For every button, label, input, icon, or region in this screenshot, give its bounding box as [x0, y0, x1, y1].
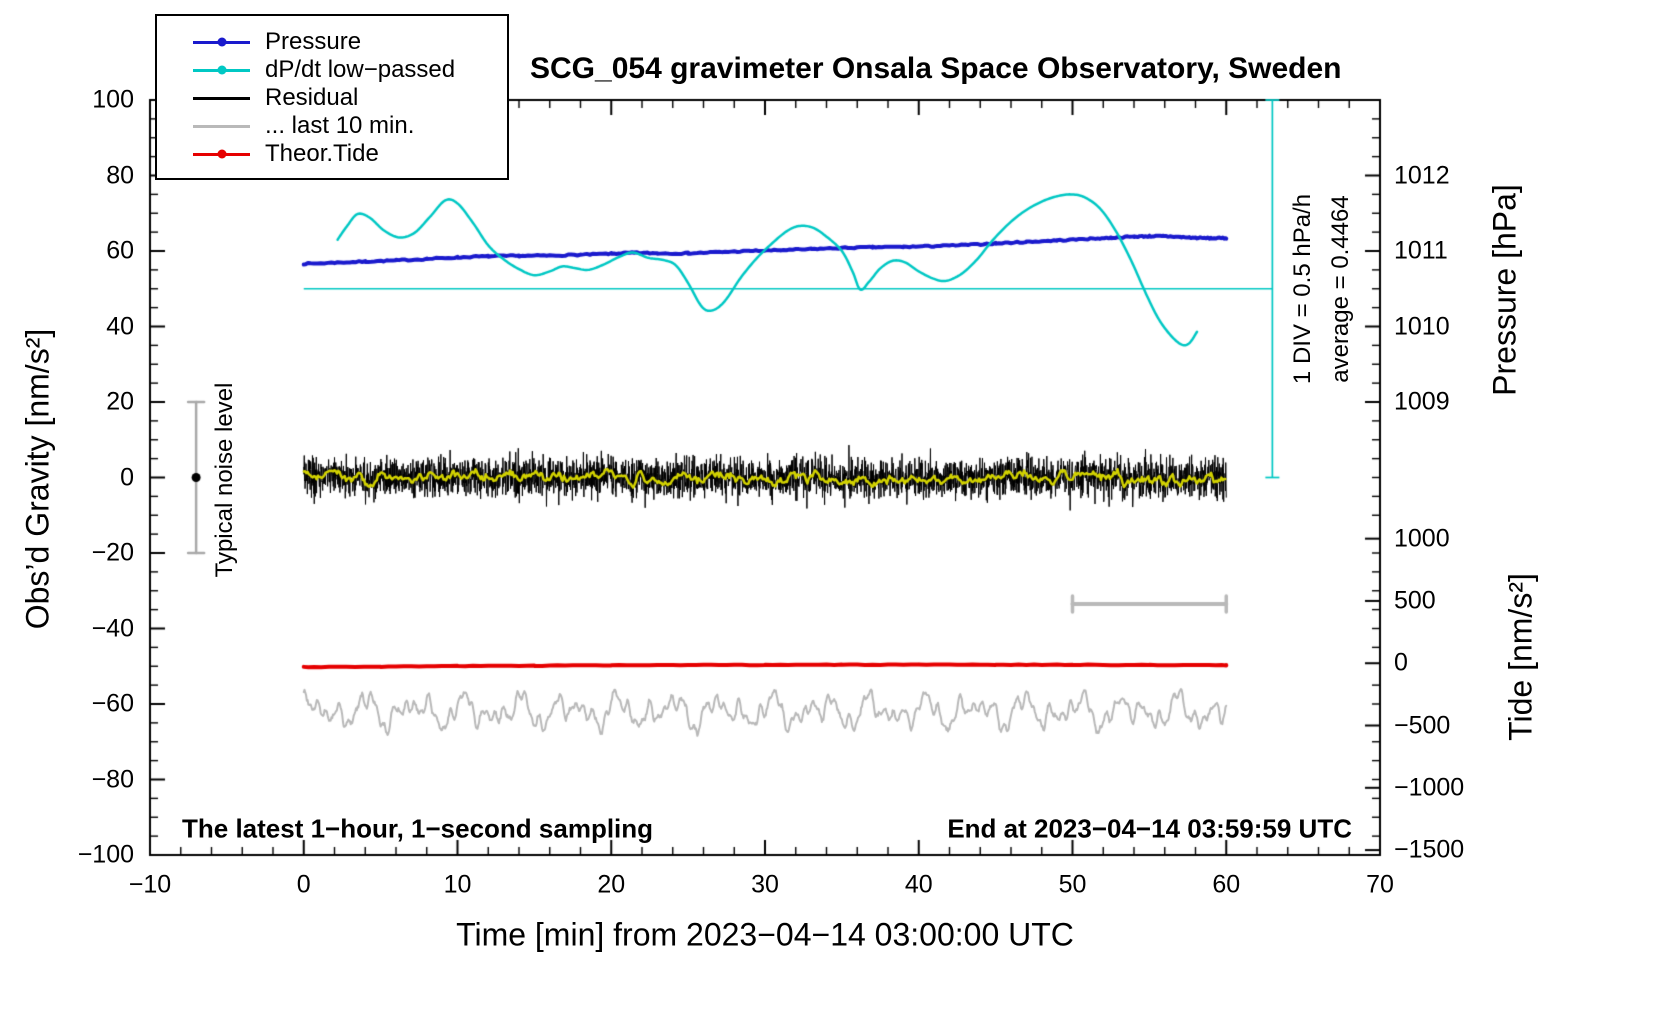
y-axis-title-tide: Tide [nm/s²]	[1502, 573, 1539, 741]
footnote-end-time: End at 2023−04−14 03:59:59 UTC	[947, 813, 1352, 844]
legend-item-label: ... last 10 min.	[265, 112, 415, 139]
footnote-sampling: The latest 1−hour, 1−second sampling	[182, 813, 654, 844]
legend-item: Theor.Tide	[193, 140, 507, 168]
y-tick-label: 20	[106, 387, 134, 416]
legend: Pressure dP/dt low−passed Residual... last…	[155, 14, 509, 180]
x-tick-label: 0	[296, 870, 311, 899]
legend-line-sample-icon	[193, 65, 250, 75]
y-tick-label: −60	[91, 689, 134, 718]
x-tick-label: 40	[904, 870, 933, 899]
y-tick-label: 40	[106, 312, 134, 340]
y-tick-label: −100	[77, 840, 134, 869]
legend-line-sample-icon	[193, 96, 250, 100]
tide-tick-label: −1500	[1394, 835, 1465, 864]
legend-item-label: Theor.Tide	[265, 140, 379, 167]
annotation-div-scale: 1 DIV = 0.5 hPa/h	[1289, 193, 1316, 385]
tide-tick-label: 1000	[1394, 524, 1450, 553]
x-tick-label: 50	[1058, 870, 1087, 899]
x-axis-title: Time [min] from 2023−04−14 03:00:00 UTC	[456, 916, 1074, 953]
pressure-tick-label: 1011	[1394, 236, 1448, 265]
legend-dot-icon	[217, 65, 226, 75]
legend-line-sample-icon	[193, 124, 250, 128]
page-title: SCG_054 gravimeter Onsala Space Observat…	[530, 52, 1342, 85]
y-tick-label: 0	[120, 463, 134, 491]
y-axis-title-pressure: Pressure [hPa]	[1486, 184, 1523, 396]
legend-line-sample-icon	[193, 37, 250, 47]
legend-item-label: Residual	[265, 84, 359, 111]
pressure-tick-label: 1009	[1394, 387, 1450, 416]
legend-item: ... last 10 min.	[193, 112, 507, 140]
legend-dot-icon	[217, 149, 226, 159]
y-axis-title-gravity: Obs’d Gravity [nm/s²]	[19, 328, 56, 630]
y-tick-label: −40	[91, 614, 134, 642]
y-tick-label: 60	[106, 236, 134, 265]
annotation-noise-level: Typical noise level	[211, 382, 238, 578]
x-tick-label: 30	[751, 870, 779, 899]
y-tick-label: −80	[91, 765, 134, 793]
tide-tick-label: 500	[1394, 586, 1436, 615]
pressure-tick-label: 1010	[1394, 312, 1450, 340]
legend-line-sample-icon	[193, 149, 250, 159]
y-tick-label: 100	[92, 85, 134, 114]
y-tick-label: 80	[106, 161, 134, 189]
legend-dot-icon	[217, 37, 226, 47]
y-tick-label: −20	[91, 538, 134, 567]
tide-tick-label: −1000	[1394, 773, 1465, 802]
x-tick-label: 60	[1212, 870, 1241, 899]
pressure-tick-label: 1012	[1394, 161, 1450, 189]
x-tick-label: 70	[1366, 870, 1394, 899]
tide-tick-label: 0	[1394, 648, 1408, 677]
x-tick-label: 20	[597, 870, 626, 899]
annotation-average: average = 0.4464	[1327, 195, 1354, 383]
x-tick-label: −10	[128, 870, 172, 899]
legend-item: Pressure	[193, 28, 507, 56]
legend-item: Residual	[193, 84, 507, 112]
legend-item: dP/dt low−passed	[193, 56, 507, 84]
legend-item-label: Pressure	[265, 28, 362, 55]
legend-item-label: dP/dt low−passed	[265, 56, 456, 83]
tide-tick-label: −500	[1394, 711, 1451, 740]
x-tick-label: 10	[443, 870, 472, 899]
